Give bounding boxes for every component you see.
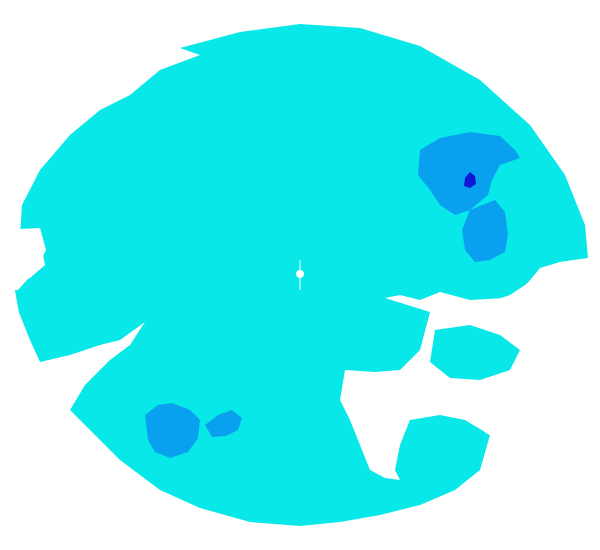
strong-echo-core [464, 172, 476, 188]
east-light-band [395, 415, 485, 495]
east-light-band-2 [430, 325, 520, 380]
no-echo-west-notch [0, 228, 46, 290]
medium-cell-southwest [145, 403, 200, 458]
no-echo-south-notch [340, 370, 410, 480]
medium-cell-northeast-tail [462, 200, 508, 262]
medium-cell-southwest-satellite [205, 410, 242, 437]
no-echo-south-west-edge [0, 285, 72, 420]
